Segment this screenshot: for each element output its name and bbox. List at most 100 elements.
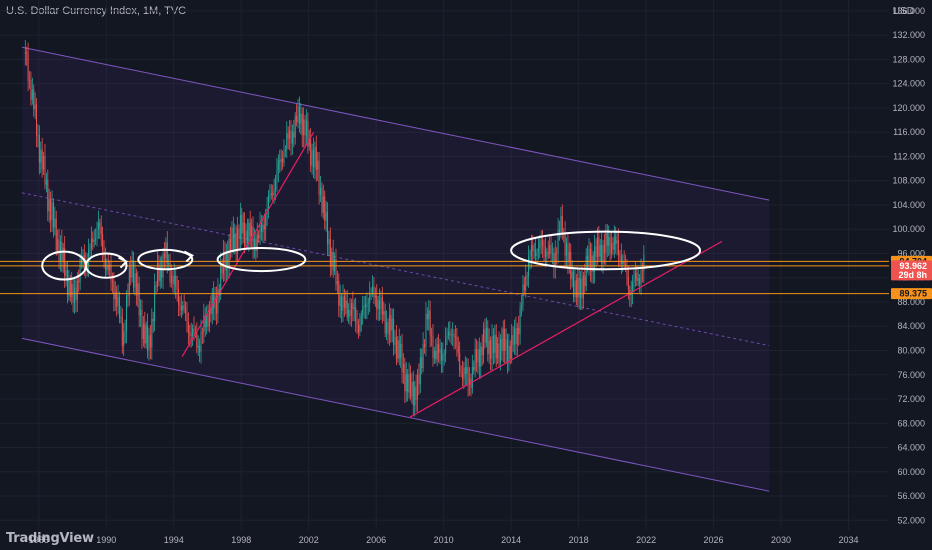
- candle-body: [37, 134, 39, 136]
- candle-body: [477, 349, 479, 363]
- candle-body: [230, 238, 232, 251]
- candle-body: [228, 238, 230, 267]
- candle-body: [38, 134, 40, 163]
- candle-body: [407, 374, 409, 393]
- candle-body: [102, 234, 104, 251]
- candle-body: [117, 296, 119, 307]
- candle-body: [506, 339, 508, 363]
- x-axis-tick-label: 1990: [96, 535, 116, 545]
- candle-body: [279, 160, 281, 162]
- candle-body: [478, 349, 480, 367]
- candle-body: [48, 198, 50, 212]
- candle-body: [76, 280, 78, 301]
- candle-body: [263, 224, 265, 230]
- candle-body: [303, 119, 305, 136]
- candle-body: [395, 336, 397, 359]
- candle-body: [92, 238, 94, 243]
- candle-body: [414, 386, 416, 406]
- candle-body: [224, 251, 226, 271]
- candle-body: [335, 259, 337, 285]
- drawn-ellipse-marker: [137, 248, 194, 271]
- candle-body: [394, 336, 396, 346]
- candle-body: [599, 245, 601, 257]
- candle-body: [456, 336, 458, 346]
- candle-body: [214, 295, 216, 309]
- candle-body: [312, 149, 314, 168]
- candle-body: [172, 275, 174, 285]
- candle-body: [356, 320, 358, 325]
- candle-body: [74, 287, 76, 303]
- candle-body: [298, 106, 300, 124]
- candle-body: [192, 328, 194, 337]
- candle-body: [575, 280, 577, 298]
- candle-body: [560, 215, 562, 233]
- candle-body: [238, 228, 240, 240]
- candle-body: [245, 230, 247, 246]
- candle-body: [322, 196, 324, 213]
- candle-body: [435, 350, 437, 360]
- candle-body: [107, 265, 109, 271]
- candle-body: [189, 332, 191, 335]
- candle-body: [324, 196, 326, 221]
- candle-body: [88, 250, 90, 265]
- candle-body: [566, 243, 568, 256]
- candle-body: [342, 296, 344, 311]
- candle-body: [595, 246, 597, 257]
- candle-body: [398, 340, 400, 359]
- candle-body: [173, 275, 175, 285]
- candle-body: [567, 243, 569, 262]
- candle-body: [367, 303, 369, 304]
- candle-body: [528, 257, 530, 277]
- candle-body: [341, 296, 343, 311]
- candle-body: [578, 277, 580, 298]
- candle-body: [265, 214, 267, 230]
- candle-body: [315, 146, 317, 170]
- x-axis-tick-label: 1998: [231, 535, 251, 545]
- candle-body: [50, 198, 52, 221]
- candle-body: [96, 228, 98, 239]
- candle-body: [55, 218, 57, 251]
- candle-body: [128, 267, 130, 296]
- candle-body: [412, 381, 414, 406]
- candle-body: [294, 115, 296, 138]
- candle-body: [383, 311, 385, 315]
- candle-body: [544, 249, 546, 257]
- drawn-arrow-marker: [183, 250, 194, 263]
- candle-body: [320, 187, 322, 196]
- candle-body: [480, 346, 482, 367]
- candle-body: [606, 233, 608, 246]
- candle-body: [450, 334, 452, 336]
- candle-body: [373, 286, 375, 298]
- x-axis-tick-label: 1986: [29, 535, 49, 545]
- candle-body: [176, 286, 178, 290]
- candle-body: [415, 386, 417, 400]
- candle-body: [327, 211, 329, 244]
- candle-body: [564, 233, 566, 256]
- candle-body: [404, 364, 406, 392]
- candle-body: [376, 295, 378, 309]
- y-axis-tick-label: 132.000: [892, 30, 925, 40]
- price-tag: [891, 260, 932, 281]
- candle-body: [402, 364, 404, 373]
- candle-body: [199, 345, 201, 352]
- candle-body: [549, 244, 551, 254]
- candle-body: [203, 315, 205, 332]
- candle-body: [497, 343, 499, 359]
- candle-body: [353, 307, 355, 310]
- candle-body: [577, 277, 579, 298]
- candle-body: [106, 265, 108, 270]
- y-axis-tick-label: 64.000: [897, 443, 925, 453]
- candle-body: [311, 149, 313, 166]
- candle-body: [208, 307, 210, 327]
- candle-body: [533, 250, 535, 252]
- candle-body: [138, 283, 140, 316]
- candle-body: [282, 158, 284, 163]
- drawn-ellipse-marker: [510, 230, 702, 271]
- candle-body: [336, 280, 338, 285]
- candle-body: [348, 310, 350, 318]
- candle-body: [54, 218, 56, 228]
- candle-body: [258, 234, 260, 239]
- candle-body: [526, 276, 528, 277]
- channel-upper-line: [21, 46, 770, 201]
